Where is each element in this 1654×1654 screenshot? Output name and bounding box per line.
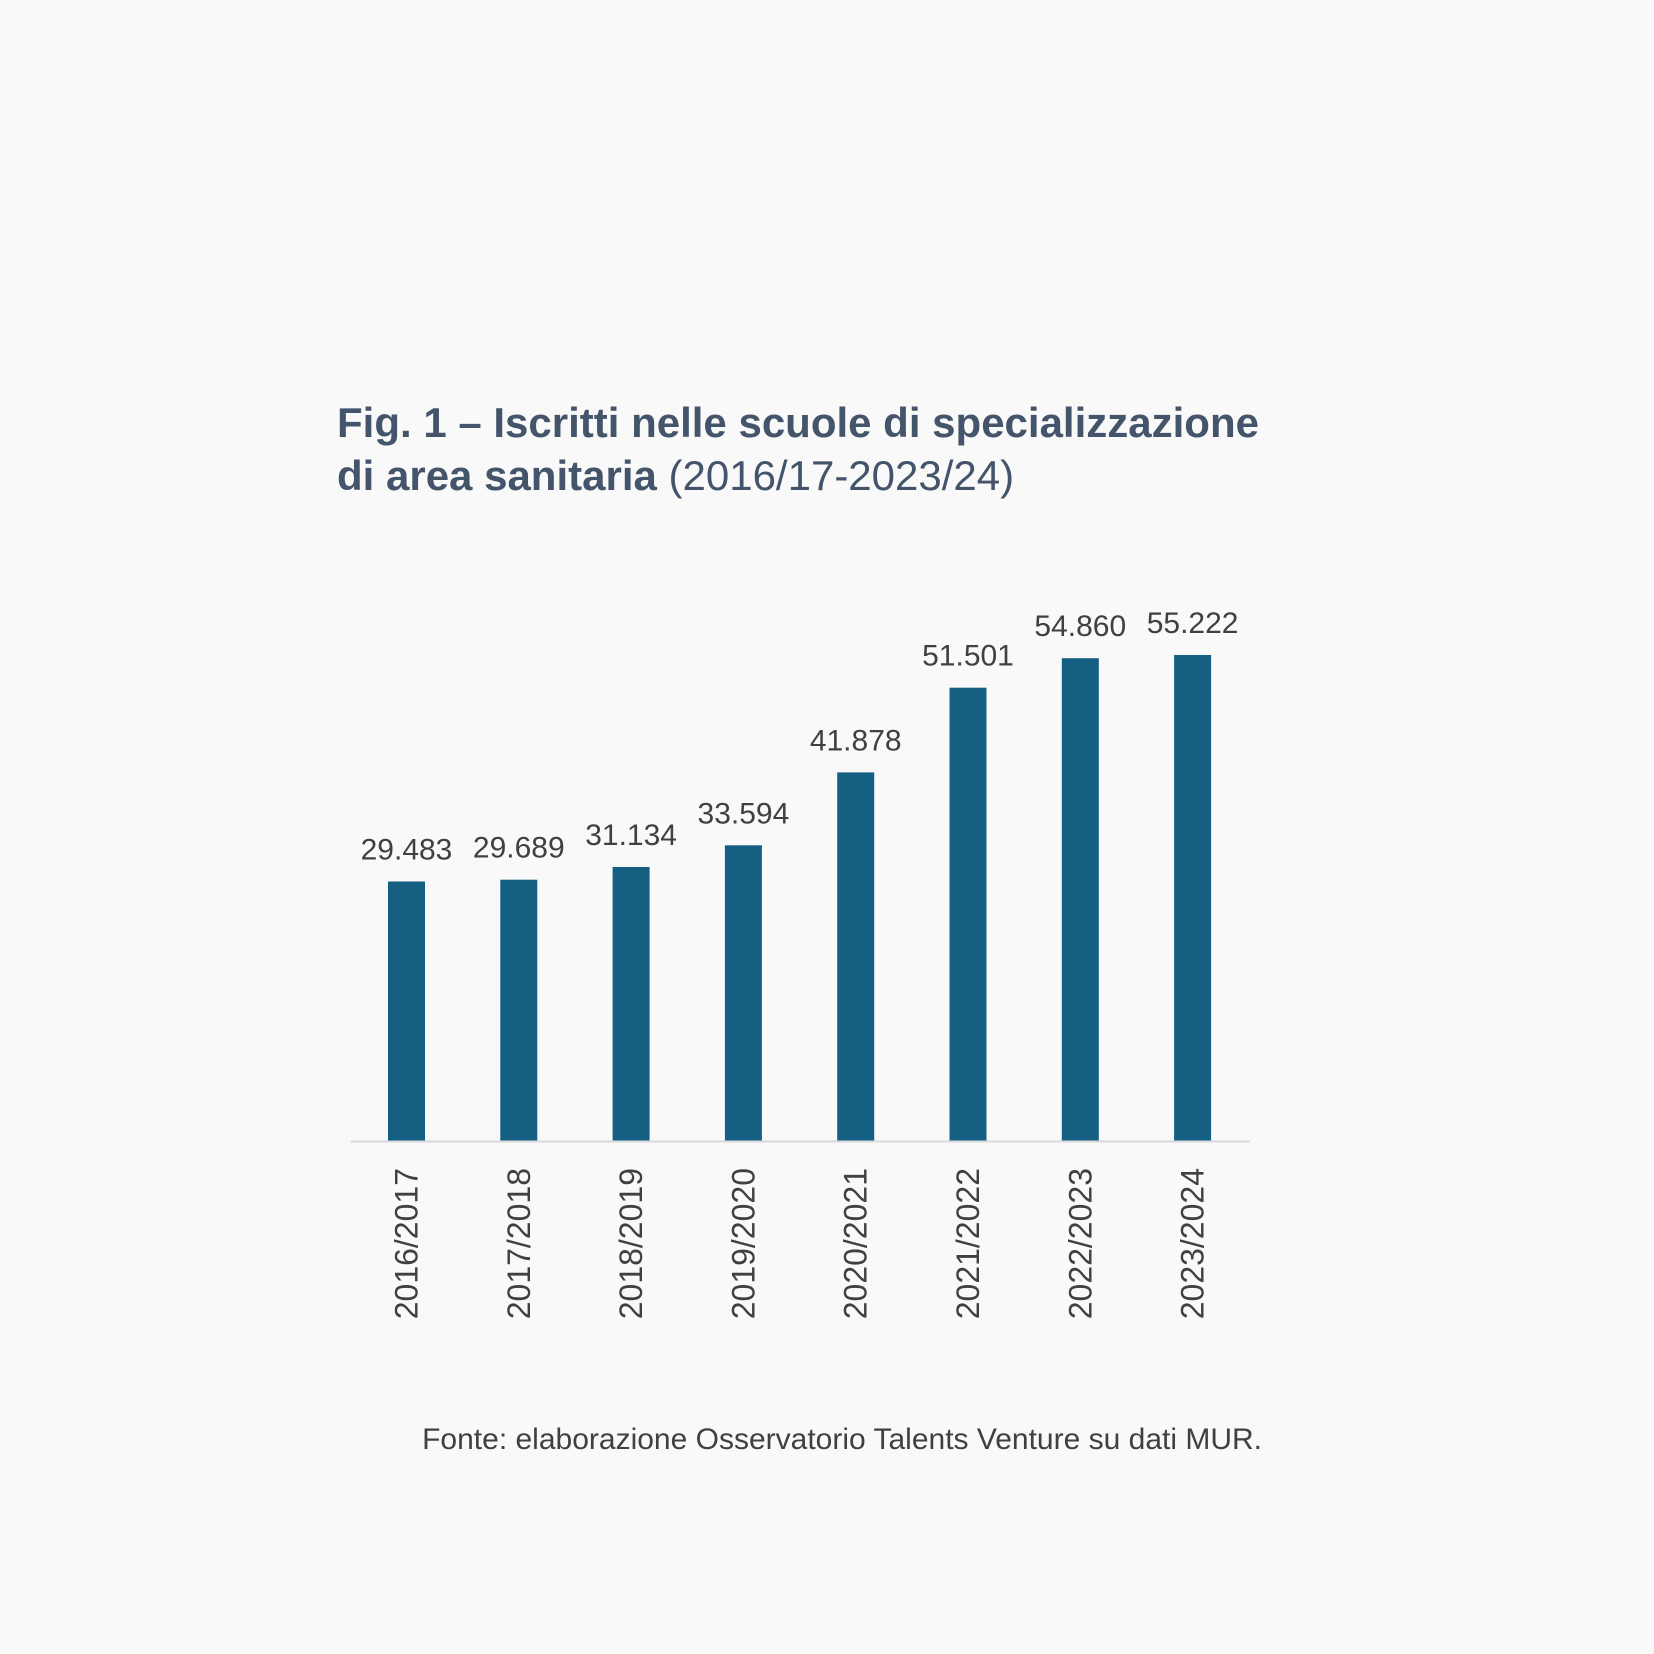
bar-2017/2018 (500, 879, 538, 1141)
value-label: 31.134 (585, 819, 677, 852)
category-label: 2017/2018 (501, 1168, 537, 1319)
category-label: 2023/2024 (1175, 1168, 1211, 1319)
category-label: 2020/2021 (838, 1168, 874, 1319)
value-label: 54.860 (1034, 610, 1126, 643)
chart-title-main: Fig. 1 – Iscritti nelle scuole di specia… (337, 399, 1259, 499)
category-labels-group: 2016/2017 2017/2018 2018/2019 2019/2020 2020… (389, 1168, 1211, 1319)
value-label: 51.501 (922, 640, 1014, 673)
bar-2022/2023 (1061, 658, 1099, 1141)
category-label: 2022/2023 (1062, 1168, 1098, 1319)
chart-title-range: (2016/17-2023/24) (668, 452, 1015, 499)
category-label: 2019/2020 (725, 1168, 761, 1319)
category-label: 2018/2019 (613, 1168, 649, 1319)
value-label: 33.594 (698, 797, 790, 830)
bar-2023/2024 (1174, 655, 1212, 1141)
category-label: 2021/2022 (950, 1168, 986, 1319)
bar-2016/2017 (388, 881, 425, 1141)
value-label: 41.878 (810, 724, 902, 757)
chart-title: Fig. 1 – Iscritti nelle scuole di specia… (337, 396, 1267, 502)
value-label: 29.689 (473, 832, 565, 865)
category-label: 2016/2017 (389, 1168, 425, 1319)
bar-2018/2019 (612, 867, 650, 1141)
bar-2020/2021 (837, 772, 875, 1141)
bars-group (388, 655, 1212, 1141)
source-note: Fonte: elaborazione Osservatorio Talents… (422, 1423, 1262, 1456)
bar-2021/2022 (949, 687, 987, 1141)
value-label: 29.483 (361, 834, 453, 867)
value-labels-group: 29.483 29.689 31.134 33.594 41.878 51.501 54.8… (361, 607, 1239, 867)
bar-2019/2020 (724, 845, 762, 1141)
value-label: 55.222 (1147, 607, 1239, 640)
